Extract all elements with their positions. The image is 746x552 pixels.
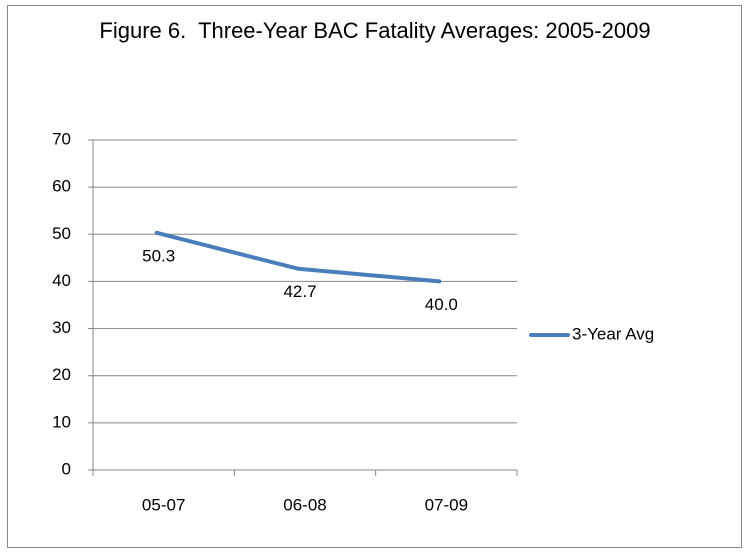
chart-title: Figure 6. Three-Year BAC Fatality Averag… <box>99 18 651 43</box>
y-tick-label: 10 <box>52 412 71 431</box>
y-tick-label: 60 <box>52 177 71 196</box>
series-line <box>154 230 442 284</box>
y-tick-label: 50 <box>52 224 71 243</box>
x-tick-label: 05-07 <box>142 495 185 514</box>
data-label: 50.3 <box>142 246 175 265</box>
data-label: 42.7 <box>283 282 316 301</box>
y-tick-label: 0 <box>62 459 71 478</box>
y-tick-label: 30 <box>52 318 71 337</box>
legend-label: 3-Year Avg <box>572 324 654 343</box>
data-label: 40.0 <box>425 295 458 314</box>
y-tick-label: 20 <box>52 365 71 384</box>
y-tick-label: 70 <box>52 129 71 148</box>
x-tick-label: 07-09 <box>425 495 468 514</box>
y-tick-label: 40 <box>52 271 71 290</box>
x-tick-label: 06-08 <box>283 495 326 514</box>
